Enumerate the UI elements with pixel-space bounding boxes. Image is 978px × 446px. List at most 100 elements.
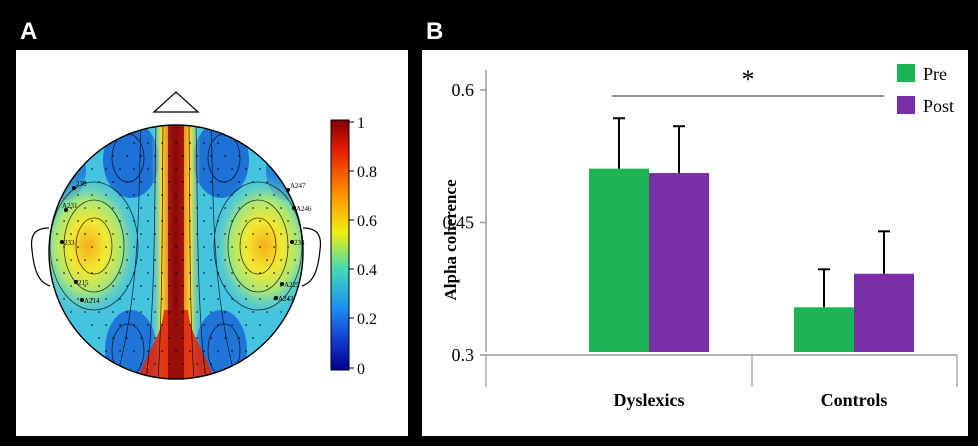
- electrode-dot: [224, 337, 226, 339]
- electrode-dot: [182, 311, 184, 313]
- electrode-dot: [168, 259, 170, 261]
- bar-post-dyslexics: [649, 173, 709, 352]
- electrode-dot: [259, 246, 261, 248]
- electrode-dot: [105, 246, 107, 248]
- electrode-dot: [210, 363, 212, 365]
- electrode-dot: [273, 220, 275, 222]
- electrode-dot: [224, 207, 226, 209]
- electrode-dot: [70, 233, 72, 235]
- electrode-dot: [112, 181, 114, 183]
- electrode-dot: [210, 181, 212, 183]
- electrode-dot: [147, 298, 149, 300]
- electrode-dot: [168, 207, 170, 209]
- electrode-dot: [224, 233, 226, 235]
- y-tick-label: 0.45: [443, 213, 475, 233]
- electrode-dot: [231, 194, 233, 196]
- electrode-dot: [161, 142, 163, 144]
- electrode-label: A231: [62, 202, 78, 210]
- electrode-dot: [196, 155, 198, 157]
- electrode-dot: [175, 350, 177, 352]
- electrode-dot: [217, 298, 219, 300]
- electrode-label: A247: [290, 182, 306, 190]
- electrode-dot: [70, 311, 72, 313]
- electrode-dot: [140, 207, 142, 209]
- electrode-dot: [84, 207, 86, 209]
- electrode-dot: [189, 168, 191, 170]
- electrode-dot: [210, 337, 212, 339]
- electrode-dot: [168, 363, 170, 365]
- electrode-dot: [63, 298, 65, 300]
- electrode-label: A225: [284, 281, 300, 289]
- electrode-dot: [210, 233, 212, 235]
- electrode-dot: [196, 207, 198, 209]
- electrode-dot: [133, 142, 135, 144]
- electrode-dot: [203, 350, 205, 352]
- electrode-dot: [105, 168, 107, 170]
- electrode-dot: [168, 155, 170, 157]
- electrode-dot: [105, 220, 107, 222]
- electrode-dot: [161, 324, 163, 326]
- electrode-dot: [105, 194, 107, 196]
- electrode-dot: [210, 207, 212, 209]
- electrode-dot: [175, 298, 177, 300]
- electrode-dot: [98, 181, 100, 183]
- legend-label-post: Post: [923, 96, 954, 116]
- electrode-dot: [161, 272, 163, 274]
- electrode-dot: [119, 272, 121, 274]
- electrode-dot: [196, 259, 198, 261]
- electrode-dot: [105, 324, 107, 326]
- electrode-label: A246: [296, 205, 312, 213]
- electrode-dot: [203, 194, 205, 196]
- electrode-dot: [112, 259, 114, 261]
- electrode-dot: [126, 337, 128, 339]
- electrode-dot: [154, 233, 156, 235]
- electrode-dot: [182, 259, 184, 261]
- electrode-dot: [56, 259, 58, 261]
- electrode-dot: [294, 259, 296, 261]
- electrode-dot: [210, 285, 212, 287]
- electrode-dot: [133, 298, 135, 300]
- electrode-dot: [140, 233, 142, 235]
- electrode-dot: [238, 207, 240, 209]
- electrode-dot: [217, 168, 219, 170]
- bar-chart: * Alpha coherence 0.6 0.45 0.3 Dyslexics Co…: [441, 64, 958, 410]
- electrode-dot: [182, 337, 184, 339]
- electrode-dot: [259, 220, 261, 222]
- head-coherence-map: [49, 125, 303, 379]
- electrode-dot: [84, 311, 86, 313]
- electrode-dot: [84, 285, 86, 287]
- electrode-dot: [245, 194, 247, 196]
- electrode-dot: [231, 272, 233, 274]
- panel-b-letter: B: [426, 18, 444, 45]
- electrode-dot: [91, 168, 93, 170]
- legend-label-pre: Pre: [923, 64, 947, 84]
- electrode-dot: [168, 233, 170, 235]
- electrode-dot: [294, 233, 296, 235]
- electrode-dot: [245, 246, 247, 248]
- electrode-dot: [126, 155, 128, 157]
- electrode-dot: [245, 324, 247, 326]
- electrode-dot: [161, 194, 163, 196]
- electrode-dot: [287, 272, 289, 274]
- electrode-dot: [154, 285, 156, 287]
- electrode-dot: [126, 181, 128, 183]
- electrode-dot: [105, 350, 107, 352]
- electrode-dot: [189, 220, 191, 222]
- topographic-map-panel: 230 A231 233 215 A214 A247 A246 234 A225…: [16, 50, 408, 436]
- electrode-dot: [287, 246, 289, 248]
- electrode-dot: [266, 233, 268, 235]
- y-axis-label: Alpha coherence: [441, 179, 460, 300]
- x-category-label: Dyslexics: [614, 390, 685, 410]
- electrode-dot: [252, 285, 254, 287]
- electrode-dot: [224, 259, 226, 261]
- electrode-dot: [266, 285, 268, 287]
- legend-swatch-post: [897, 96, 915, 114]
- electrode-dot: [245, 350, 247, 352]
- electrode-dot: [119, 194, 121, 196]
- electrode-dot: [168, 311, 170, 313]
- electrode-dots: [56, 142, 296, 365]
- electrode-dot: [196, 285, 198, 287]
- electrode-dot: [238, 311, 240, 313]
- electrode-dot: [126, 285, 128, 287]
- electrode-dot: [77, 246, 79, 248]
